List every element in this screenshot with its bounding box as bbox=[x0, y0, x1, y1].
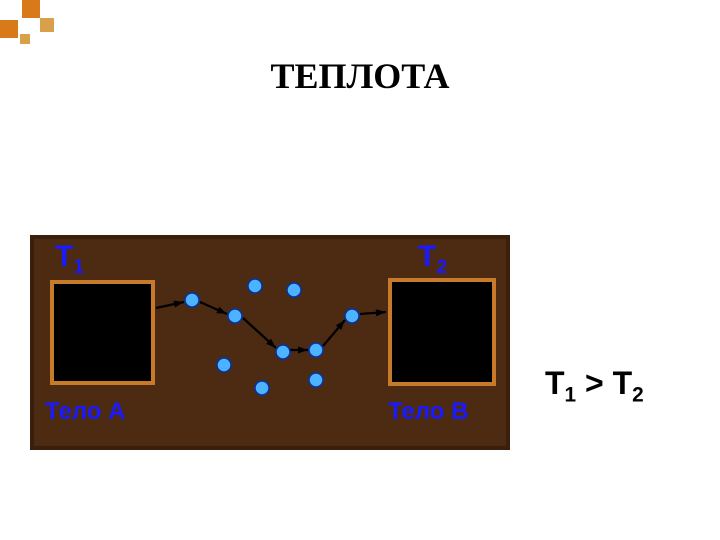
t1-sub: 1 bbox=[73, 256, 84, 278]
corner-decoration bbox=[0, 0, 60, 40]
ineq-t1: T bbox=[545, 365, 565, 401]
label-body-a: Тело А bbox=[45, 398, 125, 426]
t1-letter: T bbox=[55, 240, 73, 273]
ineq-t2-sub: 2 bbox=[632, 383, 644, 406]
ineq-t2: T bbox=[613, 365, 633, 401]
label-t2: T2 bbox=[418, 240, 447, 279]
ineq-t1-sub: 1 bbox=[565, 383, 577, 406]
ineq-op: > bbox=[576, 365, 612, 401]
t2-letter: T bbox=[418, 240, 436, 273]
page-title: ТЕПЛОТА bbox=[0, 55, 720, 97]
body-a-box bbox=[50, 280, 155, 385]
body-b-box bbox=[388, 278, 496, 386]
label-t1: T1 bbox=[55, 240, 84, 279]
inequality: T1 > T2 bbox=[545, 365, 644, 407]
t2-sub: 2 bbox=[436, 256, 447, 278]
label-body-b: Тело В bbox=[388, 398, 468, 426]
